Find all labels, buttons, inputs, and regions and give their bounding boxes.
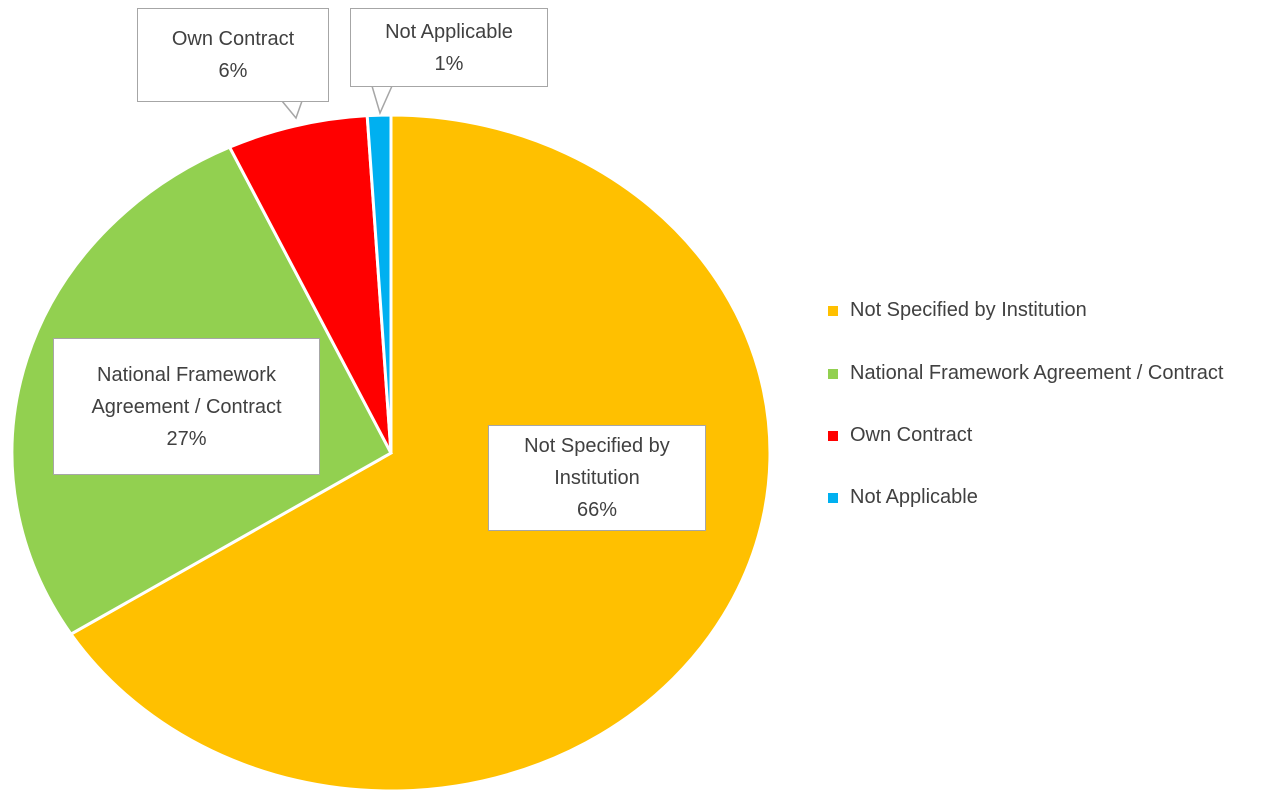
data-label-value: 27%	[166, 427, 207, 450]
callout-pointer	[280, 100, 304, 120]
legend-label: Own Contract	[850, 424, 973, 446]
data-label: Not Specified by Institution 66%	[488, 425, 706, 531]
legend-swatch	[828, 306, 838, 316]
data-label-category: National Framework Agreement / Contract	[91, 363, 282, 418]
legend-label: Not Specified by Institution	[850, 299, 1087, 321]
data-label-value: 6%	[218, 60, 248, 82]
data-label-category: Own Contract	[171, 28, 295, 50]
legend-item: Not Specified by Institution	[828, 295, 1258, 326]
data-label: Not Applicable 1%	[350, 8, 548, 87]
pie-slice	[68, 113, 772, 791]
data-label: National Framework Agreement / Contract 2…	[53, 338, 320, 475]
legend-item: Not Applicable	[828, 482, 1258, 513]
data-label-value: 66%	[576, 499, 618, 521]
data-label-value: 1%	[434, 52, 464, 75]
legend-item: Own Contract	[828, 420, 1258, 451]
callout-pointer	[370, 85, 394, 116]
legend-label: National Framework Agreement / Contract	[850, 362, 1224, 384]
pie-slice	[365, 113, 393, 454]
legend-swatch	[828, 431, 838, 441]
legend-swatch	[828, 369, 838, 379]
data-label-category: Not Applicable	[385, 20, 513, 43]
pie-slice	[227, 114, 393, 454]
data-label: Own Contract 6%	[137, 8, 329, 102]
legend-swatch	[828, 493, 838, 503]
legend-label: Not Applicable	[850, 486, 978, 508]
legend-item: National Framework Agreement / Contract	[828, 358, 1258, 389]
data-label-category: Not Specified by Institution	[524, 435, 670, 489]
